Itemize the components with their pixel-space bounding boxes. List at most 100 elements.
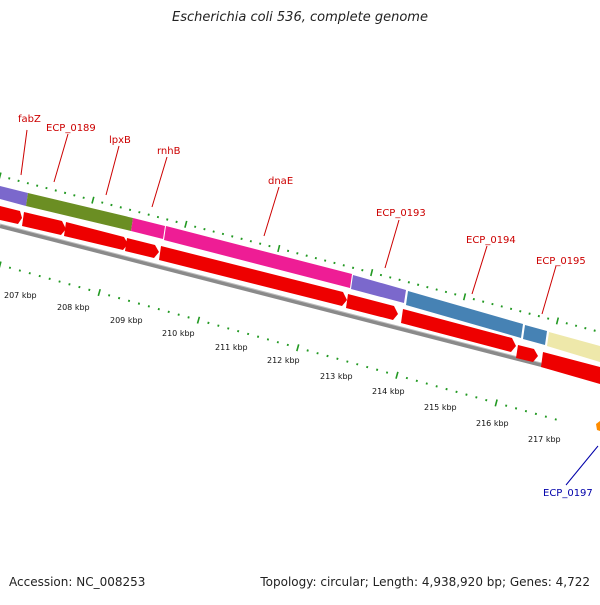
minor-tick bbox=[54, 189, 57, 192]
major-tick bbox=[555, 317, 560, 325]
gene-label-dnaE[interactable]: dnaE bbox=[268, 176, 293, 187]
cds-arrow bbox=[516, 345, 538, 362]
minor-tick bbox=[565, 322, 568, 325]
gene-block-khaki bbox=[547, 332, 600, 362]
minor-tick bbox=[227, 327, 230, 330]
minor-tick bbox=[361, 268, 364, 272]
minor-tick bbox=[237, 329, 240, 333]
kbp-label: 207 kbp bbox=[4, 291, 37, 300]
cds-arrow bbox=[64, 222, 128, 250]
minor-tick bbox=[356, 363, 359, 366]
minor-tick bbox=[110, 203, 113, 207]
minor-tick bbox=[455, 390, 458, 394]
minor-tick bbox=[296, 252, 299, 255]
kbp-label: 210 kbp bbox=[162, 329, 195, 338]
minor-tick bbox=[537, 314, 540, 318]
gene-labels: fabZ ECP_0189 lpxB rnhB dnaE ECP_0193 EC… bbox=[18, 114, 593, 499]
leader-ECP_0193 bbox=[384, 219, 400, 269]
minor-tick bbox=[465, 393, 468, 396]
minor-tick bbox=[544, 415, 547, 418]
minor-tick bbox=[500, 305, 503, 308]
minor-tick bbox=[137, 302, 141, 305]
cds-arrow bbox=[401, 309, 516, 352]
map-title: Escherichia coli 536, complete genome bbox=[172, 10, 428, 25]
minor-tick bbox=[187, 316, 190, 319]
gene-label-ECP_0193[interactable]: ECP_0193 bbox=[376, 208, 426, 219]
gene-label-fabZ[interactable]: fabZ bbox=[18, 114, 41, 125]
minor-tick bbox=[108, 294, 111, 297]
minor-tick bbox=[117, 296, 121, 300]
minor-tick bbox=[509, 307, 513, 311]
minor-tick bbox=[435, 385, 438, 388]
minor-tick bbox=[203, 227, 206, 231]
minor-tick bbox=[346, 360, 349, 363]
gene-label-ECP_0194[interactable]: ECP_0194 bbox=[466, 235, 516, 246]
minor-tick bbox=[593, 329, 596, 332]
minor-tick bbox=[407, 281, 410, 284]
minor-tick bbox=[444, 290, 448, 294]
outer-tick-ring bbox=[0, 172, 596, 332]
minor-tick bbox=[266, 338, 270, 341]
cds-arrow bbox=[22, 212, 66, 235]
kbp-label: 208 kbp bbox=[57, 303, 90, 312]
minor-tick bbox=[231, 235, 234, 238]
gene-label-ECP_0197[interactable]: ECP_0197 bbox=[543, 488, 593, 499]
gene-label-rnhB[interactable]: rnhB bbox=[157, 146, 181, 157]
minor-tick bbox=[519, 310, 522, 313]
minor-tick bbox=[156, 215, 160, 219]
minor-tick bbox=[256, 335, 260, 338]
minor-tick bbox=[78, 285, 81, 289]
minor-tick bbox=[276, 341, 279, 344]
cds-arrow bbox=[159, 246, 347, 306]
minor-tick bbox=[584, 326, 587, 330]
minor-tick bbox=[425, 382, 428, 385]
minor-tick bbox=[514, 407, 518, 410]
gene-block-dnaE bbox=[164, 226, 352, 288]
minor-tick bbox=[475, 396, 478, 399]
minor-tick bbox=[286, 343, 289, 347]
major-tick bbox=[91, 196, 95, 204]
gene-label-lpxB[interactable]: lpxB bbox=[109, 135, 131, 146]
cds-arrow bbox=[541, 352, 600, 384]
minor-tick bbox=[26, 182, 29, 185]
cds-arrow bbox=[346, 294, 398, 320]
minor-tick bbox=[246, 332, 250, 336]
minor-tick bbox=[194, 225, 197, 228]
minor-tick bbox=[398, 278, 401, 282]
minor-tick bbox=[127, 299, 131, 303]
kbp-labels: 207 kbp 208 kbp 209 kbp 210 kbp 211 kbp … bbox=[4, 291, 561, 444]
kbp-label: 213 kbp bbox=[320, 372, 353, 381]
minor-tick bbox=[306, 349, 309, 352]
minor-tick bbox=[28, 272, 31, 275]
major-tick bbox=[277, 244, 281, 253]
topology-summary: Topology: circular; Length: 4,938,920 bp… bbox=[260, 575, 590, 589]
minor-tick bbox=[324, 259, 327, 262]
leader-ECP_0189 bbox=[53, 133, 69, 183]
minor-tick bbox=[58, 280, 61, 283]
minor-tick bbox=[101, 201, 104, 204]
minor-tick bbox=[554, 418, 557, 421]
kbp-label: 217 kbp bbox=[528, 435, 561, 444]
minor-tick bbox=[485, 398, 488, 402]
minor-tick bbox=[38, 274, 41, 278]
minor-tick bbox=[240, 237, 243, 241]
minor-tick bbox=[305, 254, 308, 257]
label-leaders bbox=[20, 129, 557, 315]
genome-backbone bbox=[0, 224, 600, 382]
inner-tick-ring bbox=[0, 261, 557, 421]
minor-tick bbox=[385, 371, 389, 374]
kbp-label: 212 kbp bbox=[267, 356, 300, 365]
minor-tick bbox=[336, 357, 339, 360]
minor-tick bbox=[351, 266, 355, 270]
minor-tick bbox=[36, 184, 39, 187]
minor-tick bbox=[316, 352, 319, 355]
gene-label-ECP_0195[interactable]: ECP_0195 bbox=[536, 256, 586, 267]
gene-label-ECP_0189[interactable]: ECP_0189 bbox=[46, 123, 96, 134]
gene-block-fabZ bbox=[0, 186, 28, 206]
major-tick bbox=[296, 344, 300, 352]
major-tick bbox=[462, 293, 467, 301]
gene-block-olive bbox=[26, 193, 133, 231]
minor-tick bbox=[547, 317, 550, 320]
